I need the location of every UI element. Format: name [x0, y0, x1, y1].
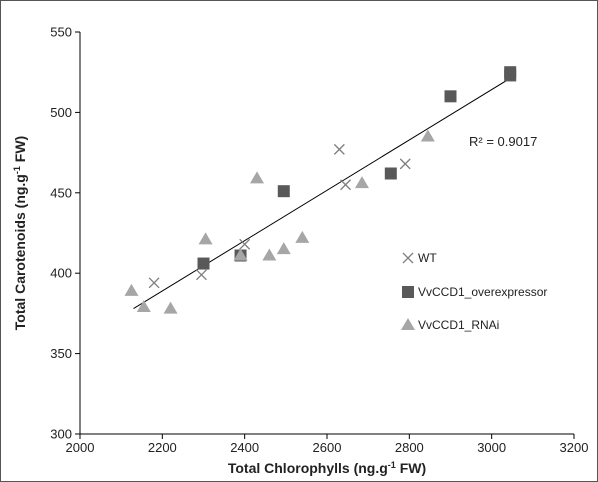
y-tick-label: 400 — [50, 266, 72, 281]
y-axis-title-main: Total Carotenoids (ng.g — [12, 174, 28, 330]
point-wt-stroke — [399, 158, 411, 170]
axes — [75, 31, 575, 439]
r-squared-annotation: R² = 0.9017 — [469, 134, 537, 149]
y-tick-label: 300 — [50, 427, 72, 442]
x-tick-label: 3200 — [560, 440, 589, 455]
y-axis-title: Total Carotenoids (ng.g-1 FW) — [12, 136, 28, 330]
point-vvccd1-rnai — [262, 248, 277, 261]
legend-label-vvccd1-overexpressor: VvCCD1_overexpressor — [418, 285, 547, 299]
point-vvccd1-overexpressor — [444, 90, 457, 103]
legend-label-vvccd1-rnai: VvCCD1_RNAi — [418, 318, 499, 332]
legend-marker-wt — [402, 252, 414, 264]
point-vvccd1-rnai — [420, 129, 435, 142]
legend-marker-vvccd1-overexpressor — [402, 286, 414, 298]
y-tick-label: 550 — [50, 25, 72, 40]
point-vvccd1-rnai — [233, 248, 248, 261]
point-vvccd1-rnai — [250, 171, 265, 184]
x-tick-label: 2400 — [230, 440, 259, 455]
point-vvccd1-rnai — [354, 176, 369, 189]
point-vvccd1-rnai — [198, 232, 213, 245]
x-tick-label: 2000 — [66, 440, 95, 455]
point-vvccd1-overexpressor — [504, 69, 517, 82]
point-wt-stroke — [148, 277, 160, 289]
tick-labels: 2000 2200 2400 2600 2800 3000 3200 300 350 400 450… — [50, 25, 588, 456]
y-tick-label: 350 — [50, 346, 72, 361]
x-axis-title: Total Chlorophylls (ng.g-1 FW) — [228, 460, 426, 476]
y-axis-title-end: FW) — [12, 136, 28, 166]
x-tick-label: 2800 — [395, 440, 424, 455]
x-tick-label: 3000 — [477, 440, 506, 455]
point-wt — [333, 143, 345, 155]
point-vvccd1-overexpressor — [384, 167, 397, 180]
point-wt-stroke — [333, 143, 345, 155]
x-axis-title-superscript: -1 — [388, 460, 396, 470]
point-vvccd1-overexpressor — [197, 257, 210, 270]
x-axis-title-end: FW) — [396, 460, 426, 476]
point-wt-stroke — [239, 238, 251, 250]
legend-label-wt: WT — [418, 251, 437, 265]
legend-marker-vvccd1-rnai — [401, 318, 415, 330]
data-points — [124, 66, 517, 314]
point-vvccd1-rnai — [295, 230, 310, 243]
legend: WT VvCCD1_overexpressor VvCCD1_RNAi — [401, 251, 547, 332]
point-wt-stroke — [340, 179, 351, 191]
legend-marker-wt-stroke — [402, 252, 414, 264]
y-axis-title-superscript: -1 — [12, 166, 22, 174]
point-wt-stroke — [195, 269, 207, 281]
x-tick-label: 2600 — [313, 440, 342, 455]
point-vvccd1-rnai — [124, 283, 139, 296]
point-vvccd1-rnai — [163, 301, 178, 314]
point-vvccd1-overexpressor — [277, 185, 290, 198]
point-wt — [340, 179, 351, 191]
point-wt — [239, 238, 251, 250]
x-tick-label: 2200 — [148, 440, 177, 455]
x-axis-title-main: Total Chlorophylls (ng.g — [228, 460, 388, 476]
point-vvccd1-rnai — [136, 299, 151, 312]
point-wt — [148, 277, 160, 289]
point-wt — [195, 269, 207, 281]
point-wt — [399, 158, 411, 170]
y-tick-label: 450 — [50, 185, 72, 200]
point-vvccd1-rnai — [276, 242, 291, 255]
y-tick-label: 500 — [50, 105, 72, 120]
